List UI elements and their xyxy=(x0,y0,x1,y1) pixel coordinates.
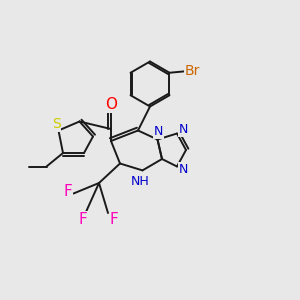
Text: Br: Br xyxy=(185,64,200,78)
Text: N: N xyxy=(179,163,188,176)
Text: F: F xyxy=(110,212,118,227)
Text: O: O xyxy=(105,97,117,112)
Text: F: F xyxy=(78,212,87,227)
Text: F: F xyxy=(63,184,72,200)
Text: NH: NH xyxy=(131,175,149,188)
Text: S: S xyxy=(52,117,61,131)
Text: N: N xyxy=(178,123,188,136)
Text: N: N xyxy=(154,125,163,139)
